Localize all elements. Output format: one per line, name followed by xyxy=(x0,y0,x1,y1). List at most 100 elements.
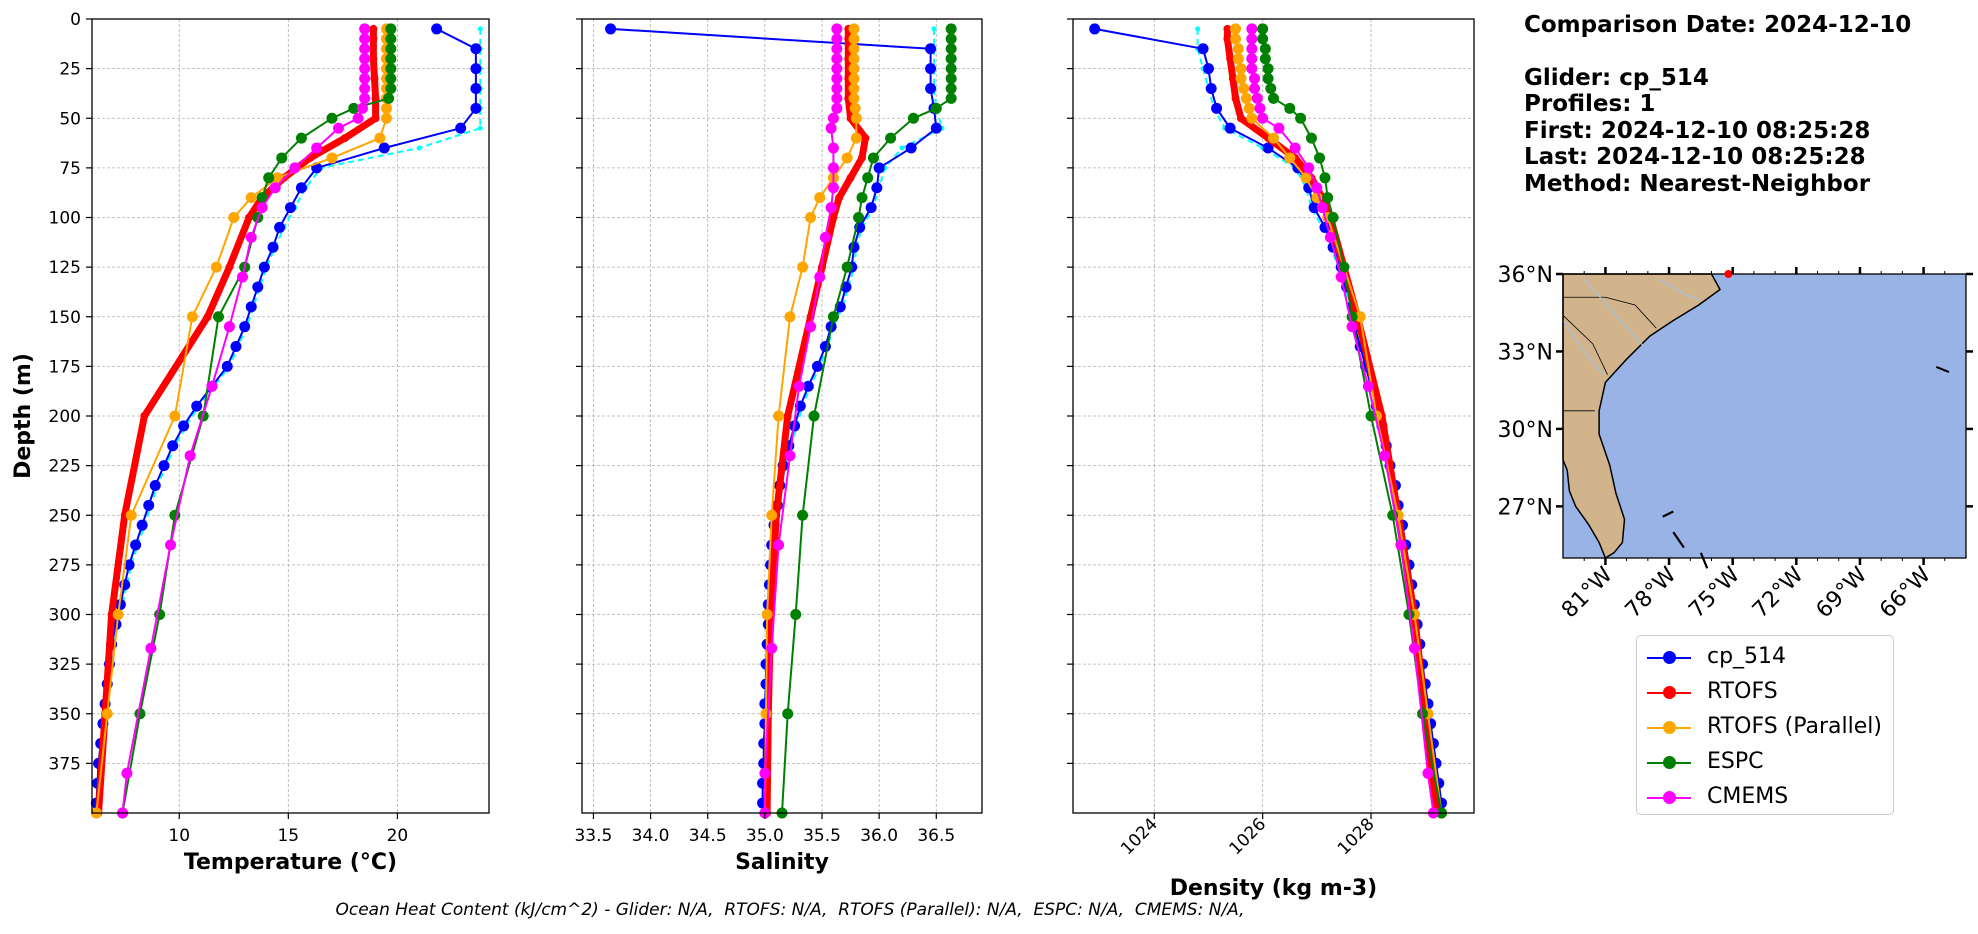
y-tick-label: 300 xyxy=(49,606,81,626)
data-point xyxy=(1257,23,1269,35)
data-point xyxy=(470,63,482,75)
data-point xyxy=(782,708,794,720)
lat-label: 36°N xyxy=(1498,263,1553,288)
profiles-text: Profiles: 1 xyxy=(1524,91,1656,117)
y-tick-label: 150 xyxy=(49,308,81,328)
data-point xyxy=(773,539,785,551)
legend-marker xyxy=(1663,651,1676,664)
last-time-text: Last: 2024-12-10 08:25:28 xyxy=(1524,144,1866,170)
data-point xyxy=(1251,92,1263,104)
legend-label: RTOFS (Parallel) xyxy=(1707,714,1882,739)
data-point xyxy=(332,122,344,134)
series-line xyxy=(1261,28,1443,814)
series-rtofs-parallel- xyxy=(759,23,862,819)
data-point xyxy=(841,261,853,273)
series-line xyxy=(121,28,392,814)
data-point xyxy=(945,63,957,75)
data-point xyxy=(213,311,225,323)
data-point xyxy=(925,82,937,94)
data-point xyxy=(359,63,371,75)
grid xyxy=(582,19,982,813)
y-tick-label: 25 xyxy=(59,60,81,80)
data-point xyxy=(1230,23,1242,35)
data-point xyxy=(1284,102,1296,114)
data-point xyxy=(848,53,860,65)
data-point xyxy=(1300,172,1312,184)
grid xyxy=(92,19,489,813)
data-point xyxy=(831,53,843,65)
data-point xyxy=(905,142,917,154)
data-point xyxy=(210,261,222,273)
data-point xyxy=(831,82,843,94)
data-point xyxy=(359,23,371,35)
data-point xyxy=(256,192,268,204)
island xyxy=(1699,552,1709,569)
data-point xyxy=(385,53,397,65)
data-point xyxy=(184,450,196,462)
data-point xyxy=(125,509,137,521)
data-point xyxy=(167,440,179,452)
data-point xyxy=(848,82,860,94)
data-point xyxy=(359,92,371,104)
data-point xyxy=(805,321,817,333)
data-point xyxy=(383,92,395,104)
data-point xyxy=(759,767,771,779)
land xyxy=(1562,273,1721,560)
data-point xyxy=(1089,23,1101,35)
data-point xyxy=(276,152,288,164)
data-point xyxy=(1236,114,1245,123)
data-point xyxy=(1338,261,1350,273)
x-tick-label: 20 xyxy=(387,826,409,846)
data-point xyxy=(802,380,814,392)
data-point xyxy=(766,509,778,521)
lon-label: 81°W xyxy=(1557,562,1618,623)
series-rtofs-parallel- xyxy=(90,23,392,819)
data-point xyxy=(416,145,422,151)
x-tick-label: 1026 xyxy=(1225,814,1270,859)
data-point xyxy=(1295,112,1307,124)
data-point xyxy=(853,212,865,223)
data-point xyxy=(945,82,957,94)
data-point xyxy=(295,132,307,144)
data-point xyxy=(271,172,283,184)
data-point xyxy=(121,767,133,779)
x-tick-label: 35.5 xyxy=(803,826,841,846)
data-point xyxy=(945,23,957,35)
data-point xyxy=(359,53,371,65)
y-tick-label: 350 xyxy=(49,705,81,725)
data-point xyxy=(385,43,397,55)
x-tick-label: 15 xyxy=(277,826,299,846)
grid xyxy=(1073,19,1474,813)
river xyxy=(1583,278,1645,347)
data-point xyxy=(925,63,937,75)
map-frame xyxy=(1562,273,1967,559)
data-point xyxy=(848,92,860,104)
data-point xyxy=(223,321,235,333)
data-point xyxy=(1246,23,1258,35)
data-point xyxy=(1246,43,1258,55)
data-point xyxy=(867,152,879,164)
series-cmems xyxy=(1246,23,1439,819)
y-tick-label: 200 xyxy=(49,407,81,427)
bermuda xyxy=(1935,366,1950,374)
data-point xyxy=(797,261,809,273)
data-point xyxy=(831,23,843,35)
data-point xyxy=(825,202,837,214)
data-point xyxy=(848,63,860,75)
y-tick-label: 100 xyxy=(49,209,81,229)
data-point xyxy=(252,281,264,293)
data-point xyxy=(1197,43,1209,55)
data-point xyxy=(470,102,482,114)
data-point xyxy=(237,271,249,283)
data-point xyxy=(873,162,885,174)
lat-label: 27°N xyxy=(1498,495,1553,520)
data-point xyxy=(1305,132,1317,144)
data-point xyxy=(862,172,874,184)
y-tick-label: 375 xyxy=(49,754,81,774)
data-point xyxy=(269,182,281,194)
data-point xyxy=(341,134,350,143)
data-point xyxy=(1243,102,1255,114)
data-point xyxy=(831,33,843,45)
data-point xyxy=(831,102,843,114)
